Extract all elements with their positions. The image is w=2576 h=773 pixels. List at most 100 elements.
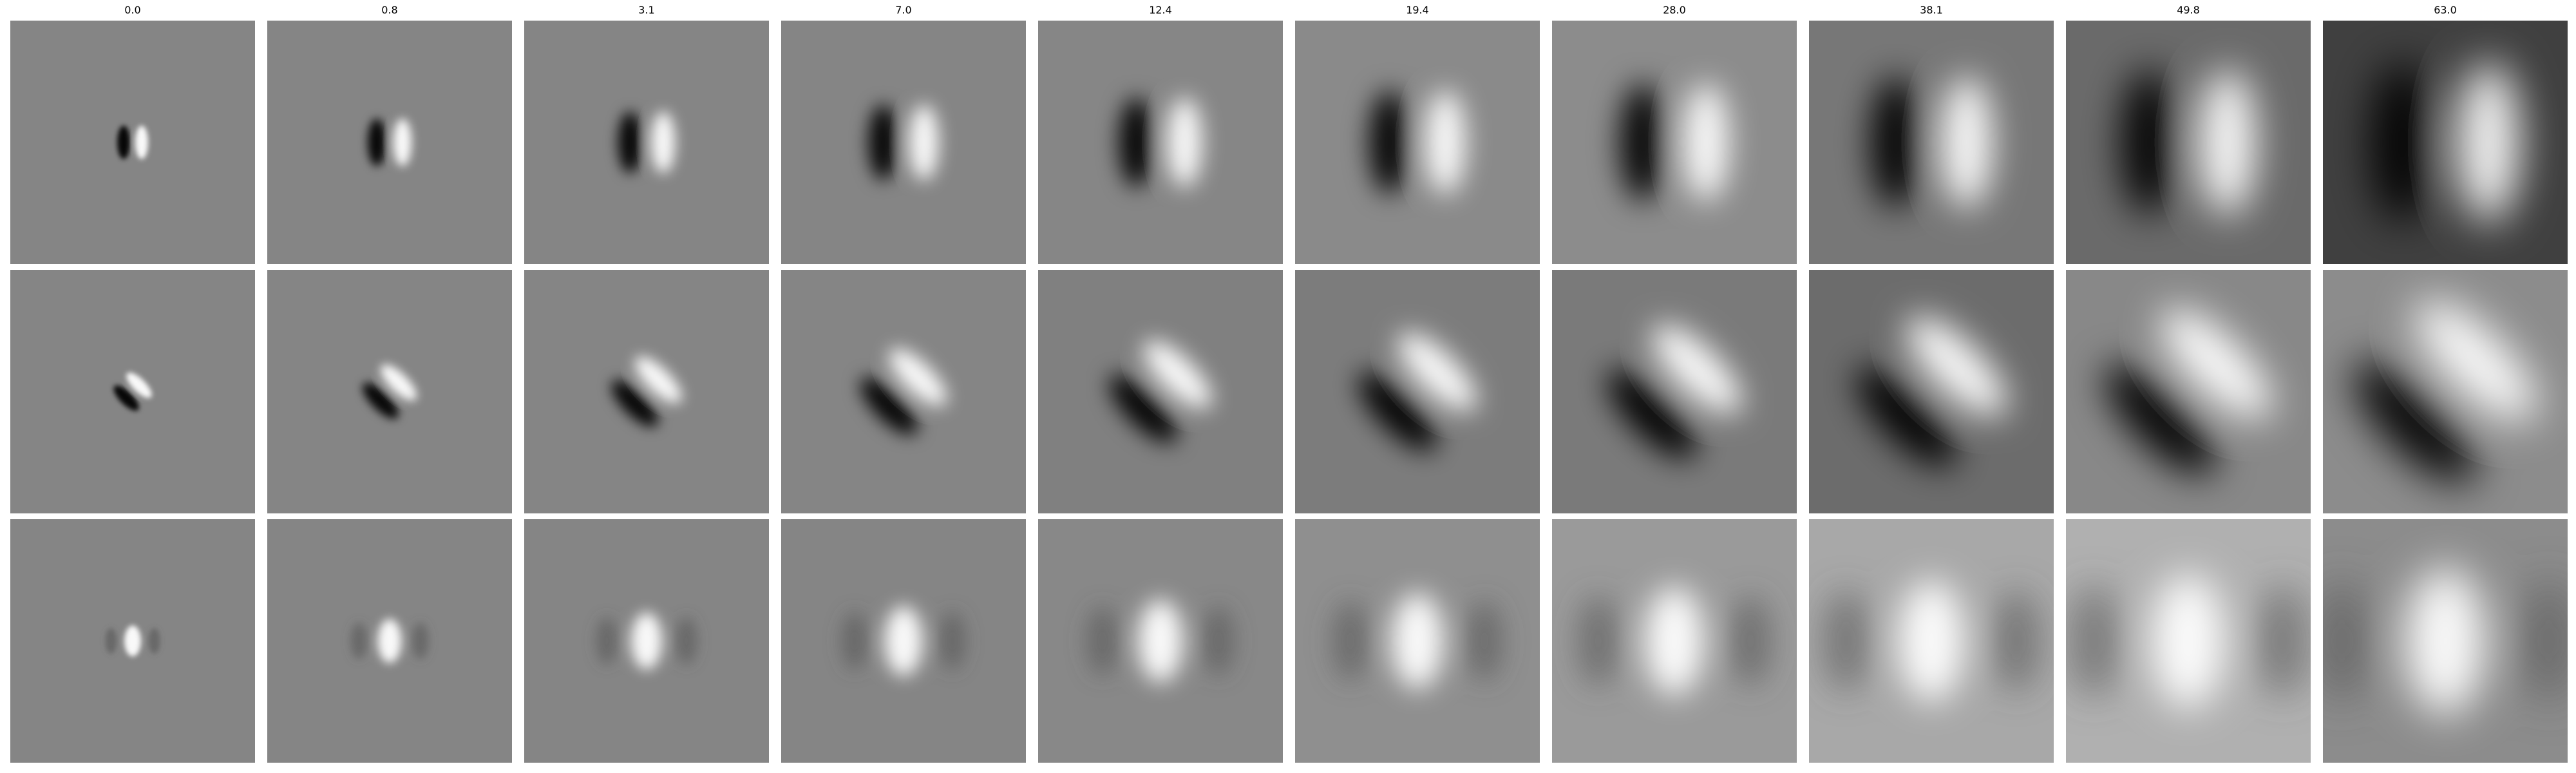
light-lobe [381, 364, 417, 401]
dark-lobe [2105, 364, 2216, 475]
filter-blobs [841, 606, 966, 676]
filter-image [2066, 270, 2311, 513]
light-lobe [1143, 340, 1212, 409]
light-lobe [1906, 316, 2007, 417]
filter-image [10, 270, 255, 513]
tile-background [2066, 270, 2311, 513]
filter-blobs [2354, 300, 2537, 483]
filter-blobs [2371, 62, 2519, 223]
filter-tile-r2-c6 [1295, 270, 1540, 513]
filter-tile-r3-c5 [1038, 519, 1283, 763]
light-lobe [126, 372, 152, 398]
tile-background [1552, 21, 1797, 264]
tile-background [1809, 270, 2054, 513]
tile-background [524, 21, 769, 264]
filter-blobs [113, 372, 152, 411]
tile-background [1809, 21, 2054, 264]
light-lobe [1202, 606, 1235, 676]
light-lobe [2257, 584, 2308, 698]
light-lobe [1086, 606, 1119, 676]
tile-background [2323, 21, 2568, 264]
column-title-5: 12.4 [1149, 4, 1172, 16]
dark-lobe [1607, 369, 1697, 459]
filter-blobs [362, 364, 417, 419]
light-lobe [1898, 580, 1965, 702]
filter-image [781, 519, 1026, 763]
column-title-3: 3.1 [638, 4, 655, 16]
dark-lobe [860, 377, 918, 435]
light-lobe [105, 628, 117, 654]
filter-blobs [1856, 316, 2007, 467]
tile-background [524, 270, 769, 513]
filter-blobs [105, 625, 160, 656]
dark-lobe [2371, 62, 2433, 223]
dark-lobe [868, 104, 898, 180]
filter-blobs [350, 618, 429, 663]
light-lobe [2323, 579, 2370, 703]
tile-background [1295, 270, 1540, 513]
dark-lobe [367, 119, 386, 166]
filter-image [267, 270, 512, 513]
filter-blobs [1620, 83, 1729, 202]
dark-lobe [1369, 90, 1410, 195]
light-lobe [909, 104, 939, 180]
dark-lobe [618, 111, 642, 173]
filter-blobs [1086, 599, 1235, 683]
dark-lobe [1358, 372, 1437, 451]
filter-tile-r2-c8 [1809, 270, 2054, 513]
light-lobe [2069, 584, 2119, 698]
filter-image [1552, 519, 1797, 763]
dark-lobe [1856, 367, 1956, 467]
column-title-1: 0.0 [124, 4, 141, 16]
tile-background [781, 270, 1026, 513]
dark-lobe [2121, 69, 2177, 216]
filter-image [10, 21, 255, 264]
column-title-8: 38.1 [1920, 4, 1943, 16]
tile-background [10, 270, 255, 513]
filter-blobs [1823, 580, 2040, 702]
light-lobe [1578, 595, 1619, 687]
light-lobe [1683, 83, 1729, 202]
filter-tile-r1-c4 [781, 21, 1026, 264]
light-lobe [393, 119, 412, 166]
light-lobe [1466, 601, 1503, 681]
filter-tile-r3-c7 [1552, 519, 1797, 763]
light-lobe [651, 111, 676, 173]
filter-tile-r2-c4 [781, 270, 1026, 513]
light-lobe [634, 356, 682, 404]
dark-lobe [117, 126, 130, 159]
light-lobe [1941, 76, 1993, 209]
filter-tile-r1-c9 [2066, 21, 2311, 264]
dark-lobe [113, 385, 139, 411]
filter-tile-r1-c7 [1552, 21, 1797, 264]
dark-lobe [362, 383, 399, 419]
filter-blobs [2069, 573, 2308, 709]
filter-blobs [596, 612, 697, 670]
tile-background [10, 21, 255, 264]
light-lobe [1993, 590, 2040, 692]
filter-image [2066, 519, 2311, 763]
light-lobe [2199, 69, 2256, 216]
filter-blobs [1332, 593, 1503, 689]
light-lobe [884, 606, 923, 676]
light-lobe [1138, 599, 1183, 683]
filter-tile-r2-c3 [524, 270, 769, 513]
filter-image [2323, 21, 2568, 264]
filter-image [1552, 21, 1797, 264]
filter-tile-r2-c2 [267, 270, 512, 513]
column-title-2: 0.8 [381, 4, 398, 16]
tile-background [1295, 21, 1540, 264]
filter-blobs [611, 356, 682, 427]
filter-tile-r3-c9 [2066, 519, 2311, 763]
tile-background [267, 21, 512, 264]
light-lobe [939, 611, 966, 671]
filter-image [781, 21, 1026, 264]
tile-background [2066, 21, 2311, 264]
filter-image [267, 21, 512, 264]
filter-tile-r1-c8 [1809, 21, 2054, 264]
filter-image [1295, 519, 1540, 763]
light-lobe [841, 611, 868, 671]
light-lobe [1332, 601, 1368, 681]
filter-tile-r2-c10 [2323, 270, 2568, 513]
